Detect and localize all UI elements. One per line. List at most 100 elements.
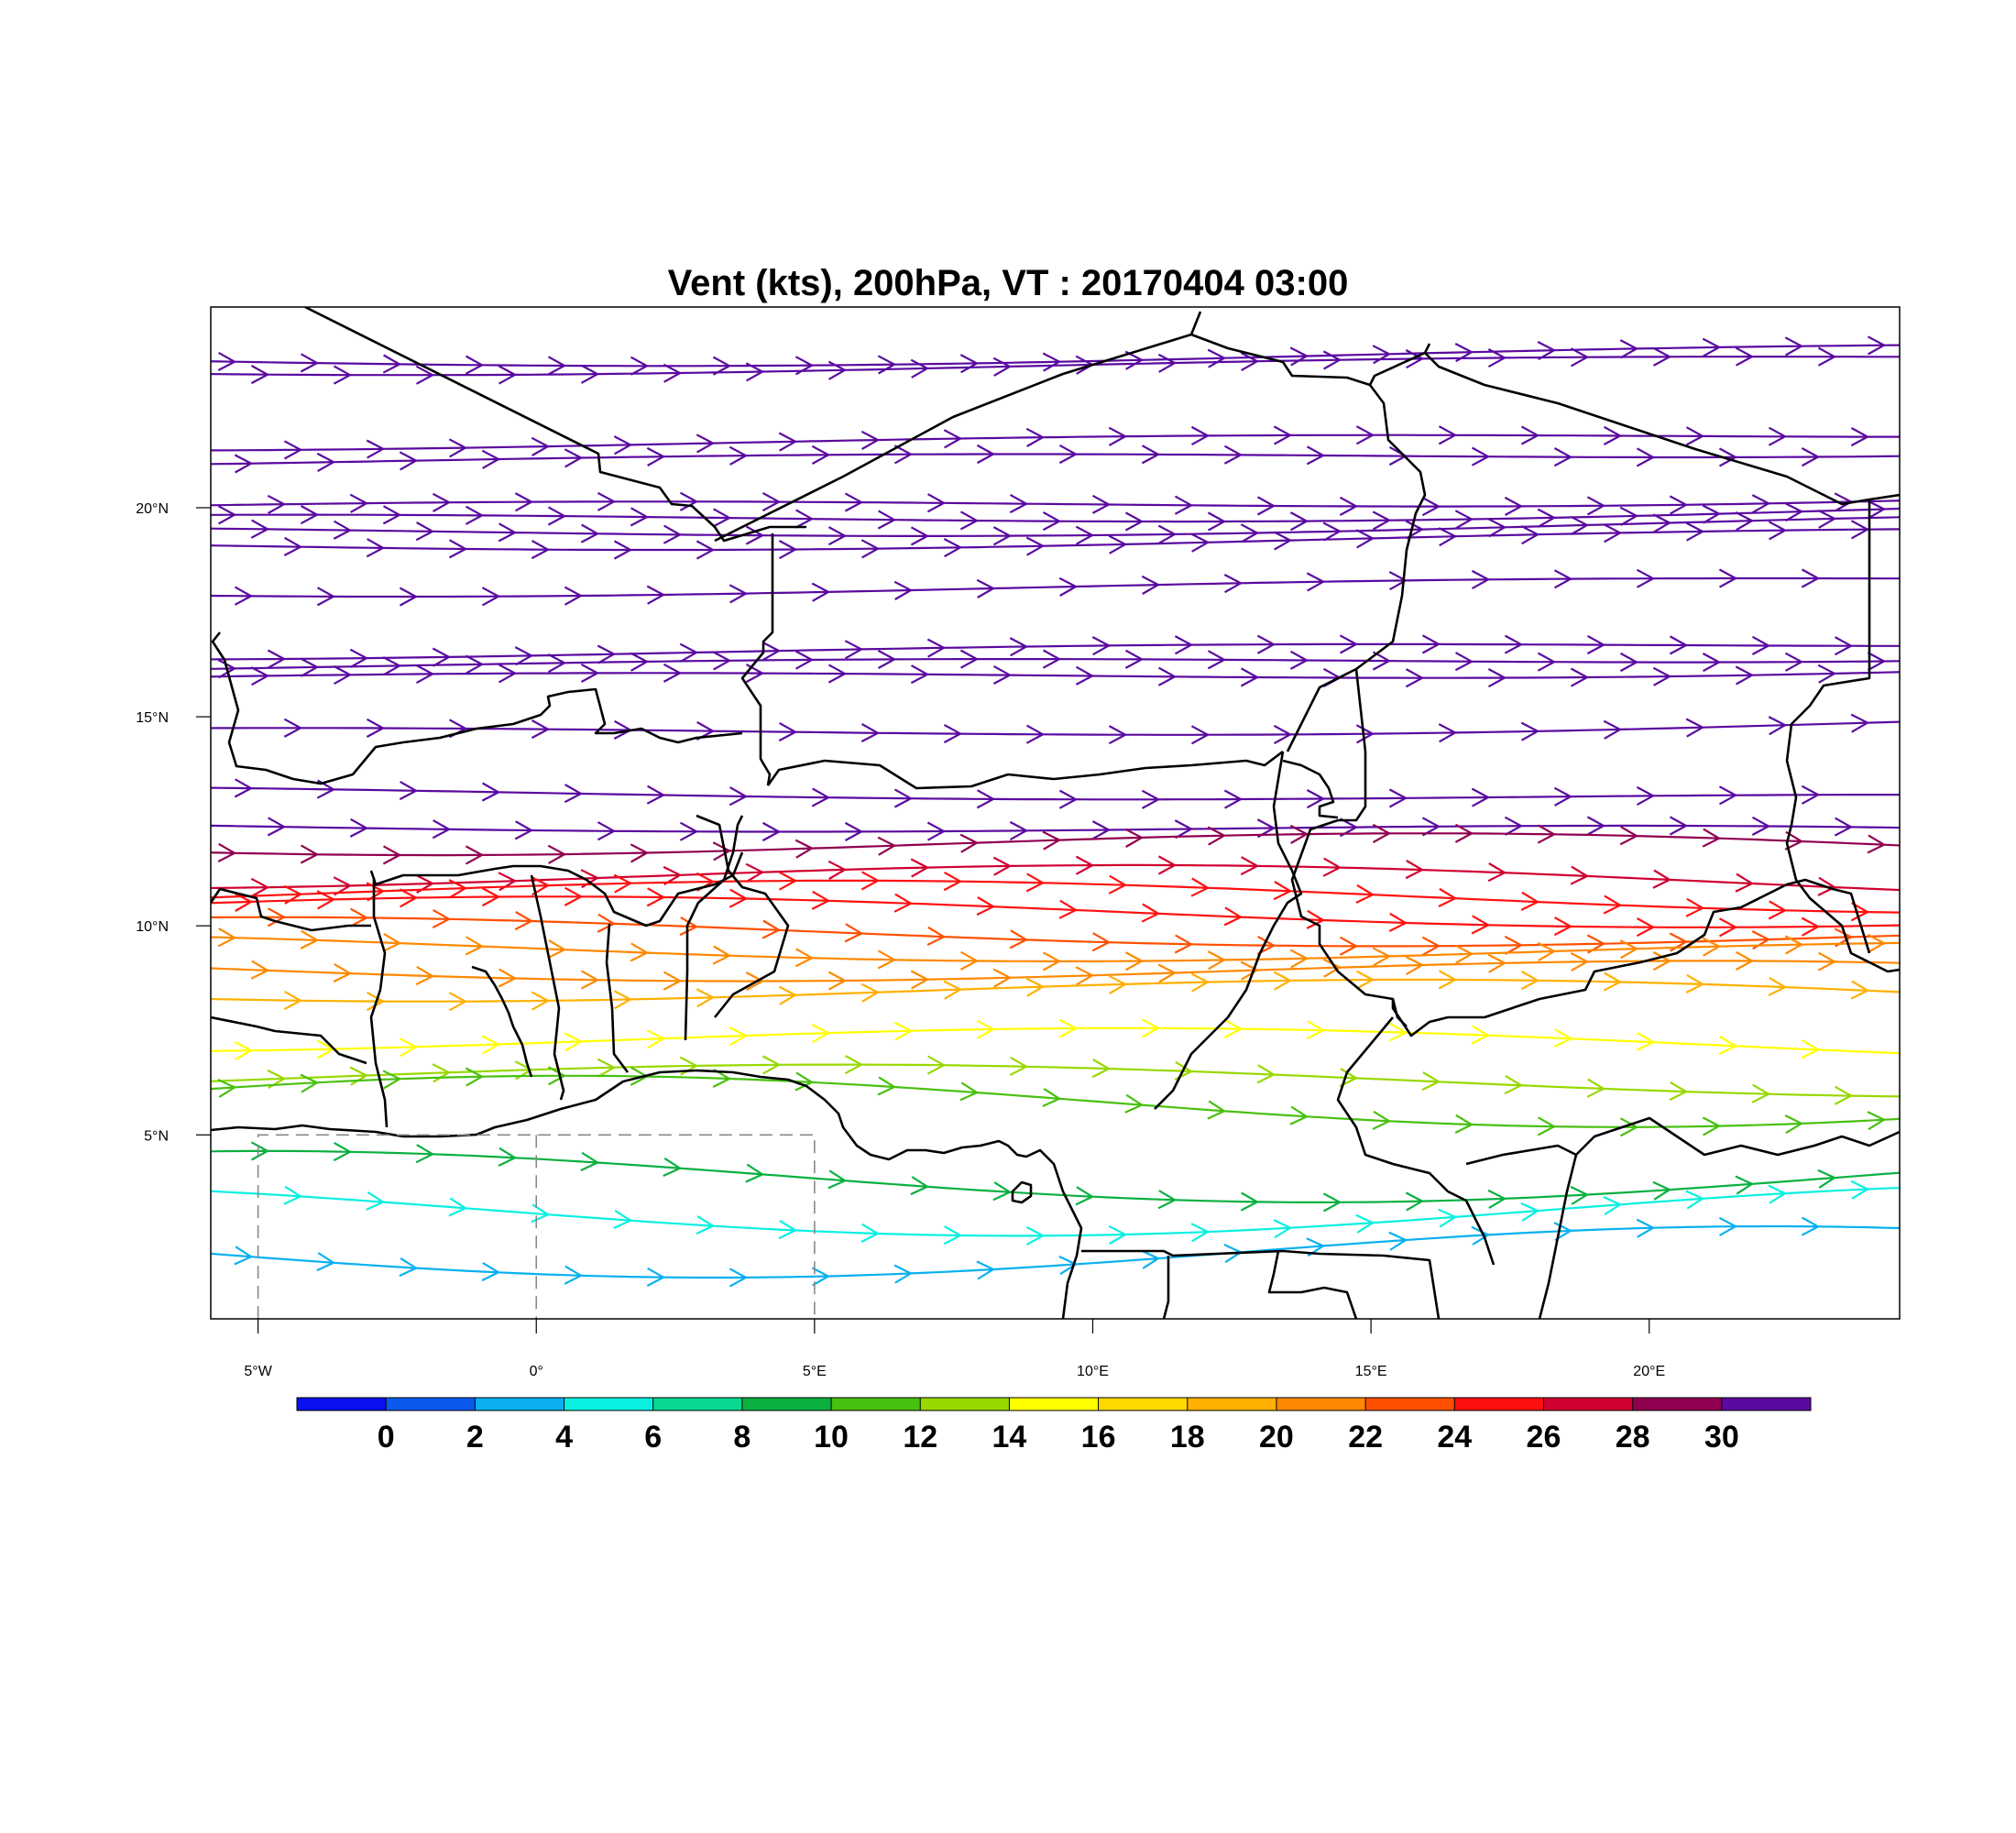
streamline-arrow <box>1042 830 1062 851</box>
streamline-arrow <box>1603 719 1623 740</box>
streamline-arrow <box>1652 346 1672 367</box>
streamline-arrow <box>498 365 518 385</box>
streamline-arrow <box>1421 634 1441 654</box>
streamline-arrow <box>1091 820 1112 840</box>
streamline-arrow <box>1619 339 1639 359</box>
streamline-arrow <box>1817 664 1837 684</box>
streamline-arrow <box>1157 524 1178 544</box>
border-mali-niger <box>740 533 774 786</box>
streamline-arrow <box>481 449 501 469</box>
streamline-arrow <box>333 664 353 686</box>
streamline-arrow <box>1388 788 1408 808</box>
streamline <box>211 824 1900 833</box>
streamline-arrow <box>1570 667 1590 687</box>
streamline-arrow <box>465 505 485 525</box>
streamline-arrow <box>1306 445 1326 466</box>
streamline-arrow <box>481 1261 501 1282</box>
streamline-arrow <box>844 923 864 943</box>
streamline-arrow <box>794 509 815 529</box>
streamline-arrow <box>1603 523 1623 543</box>
streamline-arrow <box>1355 529 1375 549</box>
streamline-arrow <box>1817 951 1837 971</box>
streamline-arrow <box>580 364 600 384</box>
streamline-arrow <box>1735 1175 1755 1195</box>
streamline-arrow <box>1850 1180 1870 1200</box>
streamline-arrow <box>349 818 369 838</box>
country-borders <box>211 307 1900 1319</box>
streamline-arrow <box>1174 934 1194 954</box>
streamline-arrow <box>1322 958 1342 978</box>
streamline-arrow <box>1768 1184 1788 1204</box>
streamline-arrow <box>1108 974 1128 994</box>
streamline-arrow <box>1867 335 1887 356</box>
streamline-arrow <box>1471 446 1491 466</box>
streamline-arrow <box>1306 1020 1326 1040</box>
streamline <box>211 1074 1900 1128</box>
streamline-arrow <box>1438 425 1458 445</box>
streamline-arrow <box>1355 884 1375 904</box>
streamline-arrow <box>1784 336 1804 357</box>
streamline-arrow <box>1124 1093 1145 1114</box>
streamline-arrow <box>1504 1074 1524 1095</box>
streamline-arrow <box>1867 652 1887 672</box>
streamline-arrow <box>1240 1191 1260 1212</box>
streamline-arrow <box>1850 902 1870 922</box>
streamline-arrow <box>992 856 1013 876</box>
streamline-arrow <box>1487 348 1507 368</box>
streamline-arrow <box>366 1191 386 1211</box>
colorbar-swatch <box>1543 1398 1634 1410</box>
streamline-arrow <box>250 960 270 980</box>
streamline-arrow <box>1801 916 1821 937</box>
streamline-arrow <box>844 640 864 660</box>
colorbar-swatch <box>475 1398 565 1410</box>
streamline-arrow <box>1768 900 1788 920</box>
streamline-arrow <box>1042 649 1062 669</box>
streamline-arrow <box>1091 1059 1112 1079</box>
streamline-arrow <box>1471 569 1491 590</box>
streamline-arrow <box>234 1040 254 1061</box>
streamline-arrow <box>1751 635 1771 655</box>
streamline-arrow <box>1685 1190 1705 1210</box>
streamline <box>211 1186 1900 1237</box>
streamline-arrow <box>564 586 584 606</box>
streamline-arrow <box>1834 817 1854 837</box>
streamline-arrow <box>827 360 848 380</box>
streamline-arrow <box>498 522 518 543</box>
streamline <box>211 658 1900 670</box>
streamline-arrow <box>992 1181 1013 1202</box>
streamline-arrow <box>1190 972 1211 993</box>
streamline-arrow <box>1339 496 1359 516</box>
streamline-arrow <box>613 873 633 894</box>
streamline-arrow <box>1718 1036 1738 1056</box>
streamline-arrow <box>1042 951 1062 971</box>
streamline-arrow <box>1388 571 1408 591</box>
streamline-arrow <box>1190 877 1211 897</box>
streamline-arrow <box>448 879 468 899</box>
streamline-arrow <box>1075 966 1095 986</box>
streamline-arrow <box>465 936 485 956</box>
colorbar-swatch <box>1454 1398 1544 1410</box>
border-car-south <box>1465 1144 1578 1319</box>
streamline <box>211 516 1900 537</box>
streamline-arrow <box>877 510 897 530</box>
streamline-arrow <box>1768 976 1788 996</box>
streamline-arrow <box>1438 527 1458 547</box>
streamline-arrow <box>1322 1192 1342 1213</box>
streamline-arrow <box>860 871 881 891</box>
border-libya-sudan <box>1424 352 1900 506</box>
streamline-arrow <box>1669 1081 1689 1102</box>
streamline-arrow <box>366 882 386 902</box>
streamline-arrow <box>827 664 848 684</box>
streamline-arrow <box>1141 445 1161 465</box>
streamline-arrow <box>1289 650 1309 670</box>
streamline-arrow <box>943 538 963 558</box>
streamline-arrow <box>1603 895 1623 915</box>
streamline-arrow <box>1586 496 1606 516</box>
streamline-arrow <box>1438 887 1458 907</box>
streamline-arrow <box>1603 1195 1623 1216</box>
streamline-arrow <box>1207 511 1227 532</box>
streamline-arrow <box>349 1066 369 1086</box>
colorbar-swatch <box>652 1398 743 1410</box>
streamline-arrow <box>992 526 1013 546</box>
streamline-arrow <box>432 647 452 667</box>
